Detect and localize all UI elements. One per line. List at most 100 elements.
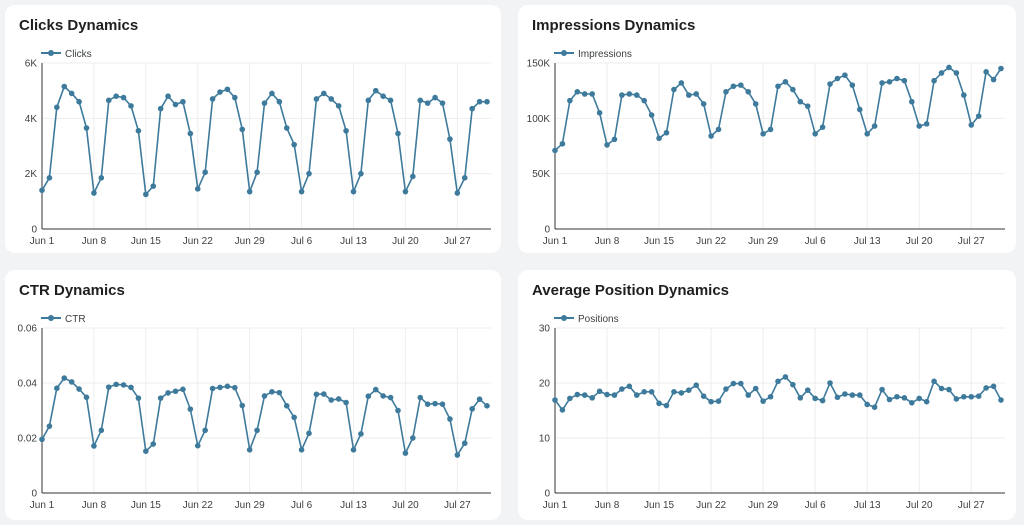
x-tick-label: Jun 8 [82,236,107,247]
data-point [827,81,833,87]
x-tick-label: Jun 1 [543,500,568,511]
legend: Clicks [41,49,92,60]
chart-title: Impressions Dynamics [532,17,696,34]
data-point [983,385,989,391]
data-point [678,80,685,86]
x-tick-label: Jun 15 [131,236,161,247]
data-point [120,382,127,388]
data-point [194,442,201,449]
data-point [380,93,386,99]
x-tick-label: Jul 13 [854,236,881,247]
y-tick-label: 50K [532,169,550,180]
data-point [439,401,446,407]
x-tick-label: Jul 20 [906,236,933,247]
data-point [113,93,119,99]
data-point [372,386,379,393]
data-point [552,397,558,403]
data-point [686,92,692,98]
y-tick-label: 0 [544,489,550,500]
data-point [461,175,468,181]
data-point [745,392,752,398]
x-tick-label: Jul 20 [906,500,933,511]
legend-label: Impressions [578,49,632,60]
x-tick-label: Jun 29 [235,500,265,511]
data-point [968,393,975,400]
x-tick-label: Jun 1 [543,236,568,247]
data-point [128,384,134,391]
data-point [671,86,677,93]
data-point [901,395,908,401]
data-point [224,86,231,93]
data-point [187,130,194,137]
data-point [276,98,283,105]
data-point [217,384,223,391]
x-tick-label: Jul 13 [854,500,881,511]
x-tick-label: Jul 27 [958,236,985,247]
data-point [120,94,127,101]
data-point [39,436,45,443]
data-point [143,448,149,454]
data-point [283,125,290,131]
data-point [180,386,186,393]
data-point [113,381,119,388]
data-point [76,98,82,105]
data-point [671,389,677,395]
data-point [782,79,789,85]
data-point [254,169,260,176]
data-point [827,380,833,386]
data-point [335,103,342,109]
data-point [804,387,811,393]
legend-label: Clicks [65,49,92,60]
x-tick-label: Jun 8 [595,236,620,247]
data-point [61,83,68,90]
x-tick-label: Jul 27 [444,236,471,247]
legend-marker [561,315,567,321]
data-point [313,96,320,102]
data-point [410,435,416,441]
data-point [648,112,655,118]
data-point [998,65,1004,72]
data-point [276,389,283,396]
y-tick-label: 0.02 [18,434,38,445]
data-point [879,386,885,393]
data-point [365,393,372,399]
data-point [358,170,364,177]
ctr-chart-card: CTR Dynamics CTR 0 0.02 0.04 0.06 Jun 1 Jun 8 J… [5,270,501,520]
data-point [752,101,759,107]
data-point [849,392,856,398]
data-point [395,130,401,137]
data-point [953,70,960,76]
data-point [209,385,216,392]
data-point [194,186,201,192]
data-point [819,397,826,404]
x-tick-label: Jun 8 [82,500,107,511]
data-point [454,190,461,196]
data-point [752,385,759,392]
data-point [461,440,468,447]
data-point [343,127,349,134]
data-point [232,94,238,101]
x-tick-label: Jun 1 [30,500,55,511]
legend-marker [48,315,54,321]
data-point [143,191,149,198]
data-point [54,104,60,111]
data-point [975,393,982,399]
data-point [172,101,179,108]
data-point [335,396,342,402]
data-point [574,88,581,95]
data-point [358,431,364,437]
y-tick-label: 100K [527,114,551,125]
y-tick-label: 0 [31,225,37,236]
data-point [589,91,595,97]
data-point [864,131,870,137]
x-tick-label: Jun 15 [644,500,674,511]
data-point [723,386,729,392]
data-point [864,401,870,408]
data-point [775,83,781,90]
data-point [975,113,982,119]
data-point [879,80,885,86]
x-tick-label: Jun 29 [748,236,778,247]
data-point [76,386,82,392]
data-point [708,398,714,405]
data-point [350,447,357,453]
